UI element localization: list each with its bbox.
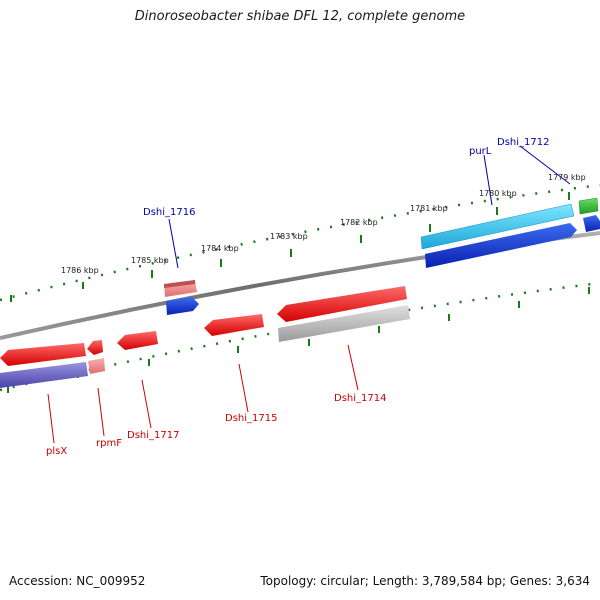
- tick-label-1786: 1786 kbp: [61, 266, 99, 275]
- gene-label-dshi-1714: Dshi_1714: [334, 393, 386, 404]
- tick-label-1784: 1784 kbp: [201, 244, 239, 253]
- feature-dshi-1712-blue[interactable]: [583, 215, 600, 232]
- topology-text: Topology: circular; Length: 3,789,584 bp…: [260, 574, 590, 588]
- feature-plsx-purple[interactable]: [0, 362, 88, 388]
- gene-label-dshi-1715: Dshi_1715: [225, 413, 277, 424]
- outer-major-ticks: [10, 192, 570, 302]
- label-leaders: [47, 145, 571, 444]
- feature-dshi-1714-red[interactable]: [277, 286, 407, 322]
- gene-label-dshi-1712: Dshi_1712: [497, 137, 549, 148]
- inner-major-ticks: [7, 287, 590, 393]
- feature-dshi-1714-grey[interactable]: [278, 305, 410, 342]
- tick-label-1780: 1780 kbp: [479, 189, 517, 198]
- feature-purl-cyan[interactable]: [420, 203, 575, 250]
- tick-label-1781: 1781 kbp: [410, 204, 448, 213]
- gene-label-dshi-1717: Dshi_1717: [127, 430, 179, 441]
- feature-rpmf-pink[interactable]: [88, 358, 105, 374]
- tick-label-1783: 1783 kbp: [270, 232, 308, 241]
- feature-dshi-1716-pink[interactable]: [164, 280, 197, 297]
- gene-label-plsx: plsX: [46, 446, 67, 457]
- feature-dshi-1717-red[interactable]: [117, 331, 158, 350]
- feature-dshi-1715-red[interactable]: [204, 314, 264, 336]
- accession-text: Accession: NC_009952: [9, 574, 146, 588]
- feature-dshi-1712-green[interactable]: [578, 197, 599, 215]
- tick-label-1782: 1782 kbp: [340, 218, 378, 227]
- tick-label-1785: 1785 kbp: [131, 256, 169, 265]
- feature-dshi-1716-blue[interactable]: [166, 297, 199, 315]
- feature-purl-blue[interactable]: [425, 223, 577, 268]
- gene-label-purl: purL: [469, 146, 492, 157]
- tick-label-1779: 1779 kbp: [548, 173, 586, 182]
- gene-label-dshi-1716: Dshi_1716: [143, 207, 195, 218]
- gene-label-rpmf: rpmF: [96, 438, 122, 449]
- feature-rpmf-red[interactable]: [87, 340, 103, 355]
- map-title: Dinoroseobacter shibae DFL 12, complete …: [134, 9, 466, 24]
- feature-plsx-red[interactable]: [0, 343, 86, 366]
